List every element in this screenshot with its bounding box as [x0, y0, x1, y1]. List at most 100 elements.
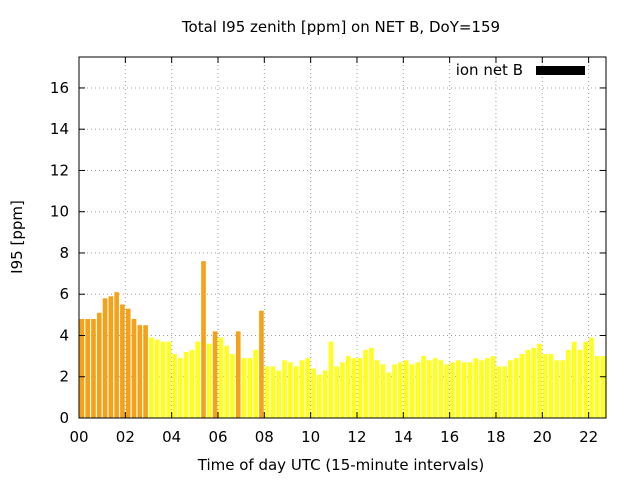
legend: ion net B	[456, 61, 585, 79]
x-tick-label: 04	[162, 428, 181, 446]
bar	[195, 341, 201, 418]
bar	[519, 354, 525, 418]
bar	[178, 358, 183, 418]
bar	[392, 364, 397, 418]
bar	[386, 372, 392, 418]
bar	[143, 325, 148, 418]
bar	[206, 343, 212, 418]
bar	[380, 364, 386, 418]
bar	[473, 358, 479, 418]
bar	[513, 358, 519, 418]
bar	[542, 354, 548, 418]
bar	[403, 360, 409, 418]
bar	[259, 310, 264, 418]
bar	[571, 341, 577, 418]
bar	[85, 318, 91, 418]
bars	[79, 261, 606, 418]
bar	[438, 360, 444, 418]
bar	[160, 341, 166, 418]
bar	[149, 337, 154, 418]
y-tick-label: 16	[50, 79, 69, 97]
bar	[253, 349, 258, 418]
grid-lines	[79, 57, 606, 418]
bar	[311, 368, 316, 418]
x-tick-label: 10	[301, 428, 320, 446]
bar	[340, 362, 345, 418]
bar	[456, 360, 461, 418]
x-tick-label: 12	[347, 428, 366, 446]
bar	[548, 354, 554, 418]
bar	[282, 360, 287, 418]
bar	[317, 374, 322, 418]
bar	[230, 354, 235, 418]
bar	[96, 312, 102, 418]
bar	[120, 304, 125, 418]
bar	[108, 296, 114, 418]
y-tick-label: 4	[59, 326, 69, 344]
y-tick-labels: 0 2 4 6 8 10 12 14 16	[50, 79, 69, 427]
bar	[357, 358, 363, 418]
bar	[235, 331, 241, 418]
bar	[137, 325, 143, 418]
bar	[531, 347, 536, 418]
bar	[172, 354, 177, 418]
bar	[398, 362, 403, 418]
bar	[293, 366, 299, 418]
bar	[427, 360, 432, 418]
bar	[288, 362, 293, 418]
bar	[415, 362, 421, 418]
bar	[583, 341, 589, 418]
bar	[102, 298, 108, 418]
y-tick-label: 14	[50, 120, 69, 138]
bar	[432, 358, 438, 418]
x-axis-label: Time of day UTC (15-minute intervals)	[197, 456, 484, 474]
bar	[525, 349, 531, 418]
bar	[467, 362, 473, 418]
bar	[589, 337, 594, 418]
chart-title: Total I95 zenith [ppm] on NET B, DoY=159	[181, 18, 500, 36]
bar	[91, 318, 96, 418]
y-axis-label: I95 [ppm]	[8, 200, 26, 274]
bar	[247, 358, 253, 418]
bar	[374, 360, 380, 418]
bar	[351, 358, 357, 418]
x-tick-label: 18	[486, 428, 505, 446]
bar	[114, 292, 119, 418]
bar	[444, 364, 450, 418]
bar	[508, 360, 513, 418]
bar	[594, 356, 600, 418]
y-tick-label: 6	[59, 285, 69, 303]
bar	[496, 366, 502, 418]
bar	[577, 349, 583, 418]
bar	[600, 356, 606, 418]
bar	[479, 360, 484, 418]
x-tick-label: 06	[208, 428, 227, 446]
bar	[241, 358, 247, 418]
bar	[421, 356, 426, 418]
legend-label: ion net B	[456, 61, 523, 79]
x-tick-label: 20	[533, 428, 552, 446]
y-tick-label: 0	[59, 409, 69, 427]
bar	[554, 360, 560, 418]
bar	[450, 362, 455, 418]
bar	[484, 358, 490, 418]
y-tick-label: 8	[59, 244, 69, 262]
bar	[566, 349, 571, 418]
x-tick-label: 22	[579, 428, 598, 446]
bar	[276, 370, 282, 418]
bar	[345, 356, 351, 418]
bar	[166, 341, 172, 418]
bar	[322, 370, 328, 418]
bar	[299, 360, 305, 418]
x-tick-label: 16	[440, 428, 459, 446]
x-tick-label: 08	[255, 428, 274, 446]
plot-frame	[78, 56, 607, 419]
bar	[560, 360, 565, 418]
y-tick-label: 12	[50, 161, 69, 179]
y-tick-label: 2	[59, 368, 69, 386]
bar	[537, 343, 542, 418]
x-tick-label: 02	[116, 428, 135, 446]
bar	[79, 318, 85, 418]
bar	[154, 339, 160, 418]
bar	[363, 349, 368, 418]
